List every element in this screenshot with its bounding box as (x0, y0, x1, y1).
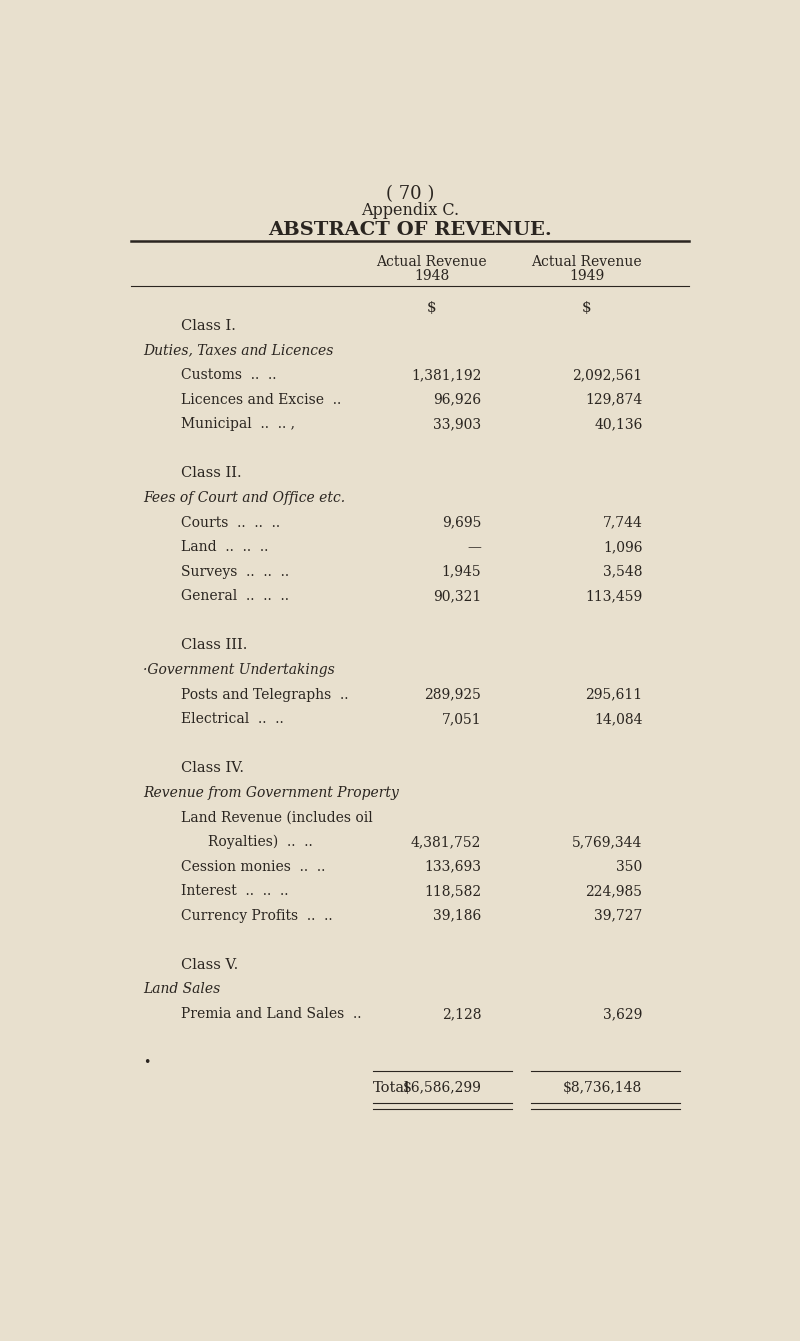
Text: Class I.: Class I. (181, 319, 235, 333)
Text: Interest  ..  ..  ..: Interest .. .. .. (181, 884, 288, 898)
Text: 224,985: 224,985 (586, 884, 642, 898)
Text: Royalties)  ..  ..: Royalties) .. .. (209, 835, 314, 849)
Text: Actual Revenue: Actual Revenue (376, 255, 487, 270)
Text: 7,744: 7,744 (602, 515, 642, 530)
Text: 2,092,561: 2,092,561 (572, 367, 642, 382)
Text: Revenue from Government Property: Revenue from Government Property (143, 786, 399, 799)
Text: Courts  ..  ..  ..: Courts .. .. .. (181, 515, 280, 530)
Text: 39,186: 39,186 (433, 909, 482, 923)
Text: Electrical  ..  ..: Electrical .. .. (181, 712, 283, 725)
Text: 7,051: 7,051 (442, 712, 482, 725)
Text: Land Revenue (includes oil: Land Revenue (includes oil (181, 810, 372, 825)
Text: General  ..  ..  ..: General .. .. .. (181, 589, 289, 603)
Text: Customs  ..  ..: Customs .. .. (181, 367, 276, 382)
Text: 350: 350 (616, 860, 642, 873)
Text: 118,582: 118,582 (424, 884, 482, 898)
Text: Licences and Excise  ..: Licences and Excise .. (181, 393, 341, 406)
Text: 1,096: 1,096 (603, 540, 642, 554)
Text: ·Government Undertakings: ·Government Undertakings (143, 662, 335, 677)
Text: Currency Profits  ..  ..: Currency Profits .. .. (181, 909, 332, 923)
Text: Cession monies  ..  ..: Cession monies .. .. (181, 860, 325, 873)
Text: 295,611: 295,611 (586, 688, 642, 701)
Text: 14,084: 14,084 (594, 712, 642, 725)
Text: 4,381,752: 4,381,752 (411, 835, 482, 849)
Text: ( 70 ): ( 70 ) (386, 185, 434, 202)
Text: $6,586,299: $6,586,299 (402, 1081, 482, 1094)
Text: Surveys  ..  ..  ..: Surveys .. .. .. (181, 565, 289, 579)
Text: Class III.: Class III. (181, 638, 247, 652)
Text: $: $ (582, 302, 591, 315)
Text: ABSTRACT OF REVENUE.: ABSTRACT OF REVENUE. (268, 221, 552, 239)
Text: 96,926: 96,926 (433, 393, 482, 406)
Text: Land Sales: Land Sales (143, 983, 221, 996)
Text: Appendix C.: Appendix C. (361, 202, 459, 219)
Text: Class II.: Class II. (181, 467, 242, 480)
Text: Actual Revenue: Actual Revenue (531, 255, 642, 270)
Text: Class IV.: Class IV. (181, 762, 244, 775)
Text: 90,321: 90,321 (433, 589, 482, 603)
Text: 113,459: 113,459 (586, 589, 642, 603)
Text: 133,693: 133,693 (424, 860, 482, 873)
Text: 33,903: 33,903 (433, 417, 482, 432)
Text: Total: Total (374, 1081, 410, 1094)
Text: Premia and Land Sales  ..: Premia and Land Sales .. (181, 1007, 361, 1021)
Text: 3,629: 3,629 (603, 1007, 642, 1021)
Text: 1,381,192: 1,381,192 (411, 367, 482, 382)
Text: 1949: 1949 (569, 270, 604, 283)
Text: 39,727: 39,727 (594, 909, 642, 923)
Text: Municipal  ..  .. ,: Municipal .. .. , (181, 417, 294, 432)
Text: 289,925: 289,925 (425, 688, 482, 701)
Text: Posts and Telegraphs  ..: Posts and Telegraphs .. (181, 688, 348, 701)
Text: Class V.: Class V. (181, 957, 238, 972)
Text: 40,136: 40,136 (594, 417, 642, 432)
Text: 1948: 1948 (414, 270, 450, 283)
Text: 2,128: 2,128 (442, 1007, 482, 1021)
Text: 129,874: 129,874 (586, 393, 642, 406)
Text: Fees of Court and Office etc.: Fees of Court and Office etc. (143, 491, 346, 506)
Text: 5,769,344: 5,769,344 (572, 835, 642, 849)
Text: •: • (143, 1057, 150, 1069)
Text: 3,548: 3,548 (603, 565, 642, 579)
Text: $8,736,148: $8,736,148 (563, 1081, 642, 1094)
Text: 1,945: 1,945 (442, 565, 482, 579)
Text: —: — (467, 540, 482, 554)
Text: Duties, Taxes and Licences: Duties, Taxes and Licences (143, 343, 334, 358)
Text: 9,695: 9,695 (442, 515, 482, 530)
Text: Land  ..  ..  ..: Land .. .. .. (181, 540, 268, 554)
Text: $: $ (427, 302, 437, 315)
